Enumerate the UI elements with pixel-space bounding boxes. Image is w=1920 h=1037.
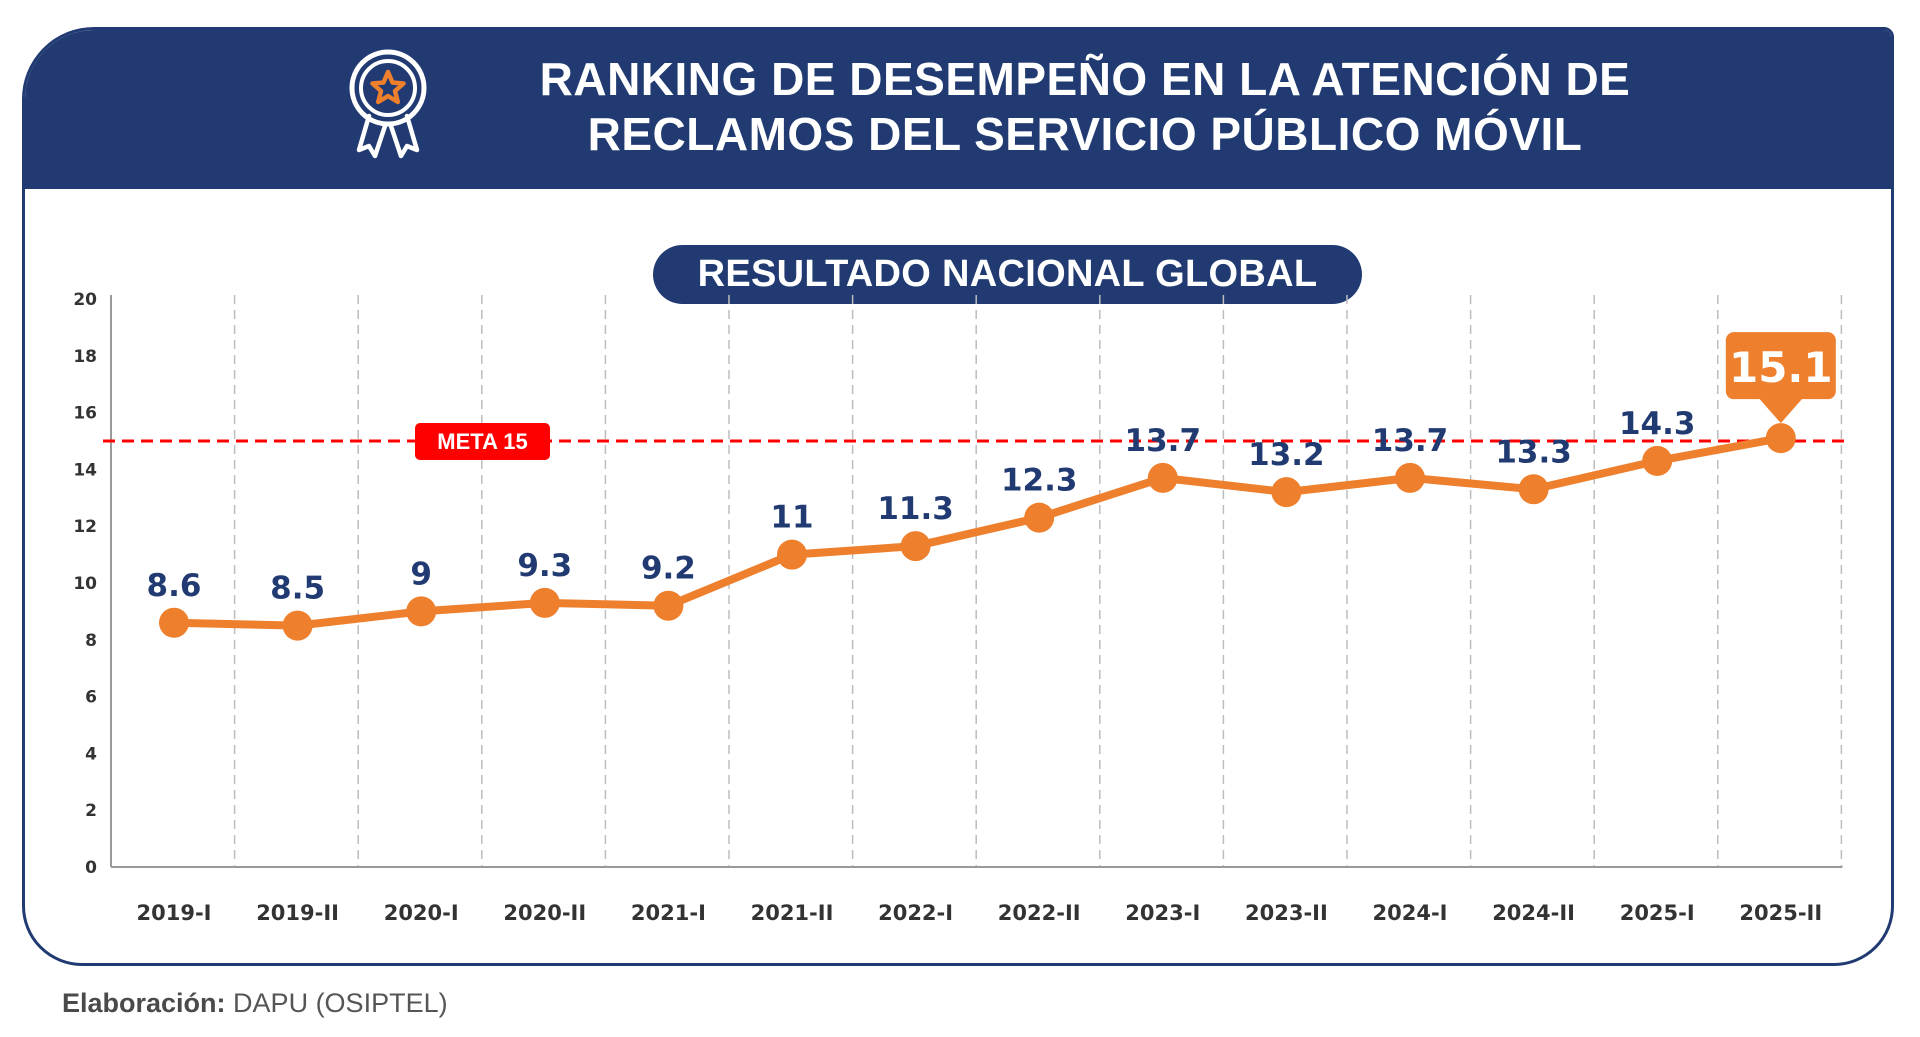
y-tick-label: 6 [85,688,97,708]
data-label: 9 [410,556,432,592]
data-label: 11 [770,500,813,536]
meta-label-box [415,423,550,460]
footer-label: Elaboración: [62,988,226,1018]
subtitle-pill: RESULTADO NACIONAL GLOBAL [653,245,1362,304]
data-point [1147,462,1178,493]
x-tick-label: 2021-II [751,901,834,925]
data-point [1395,462,1425,493]
data-point [282,610,313,641]
data-point [406,596,437,627]
data-label: 8.6 [147,568,202,604]
y-tick-label: 14 [73,460,97,480]
y-tick-label: 20 [73,290,97,310]
data-label: 9.2 [641,551,696,587]
x-tick-label: 2020-I [384,901,459,925]
data-point [1024,502,1055,533]
chart-card: RANKING DE DESEMPEÑO EN LA ATENCIÓN DE R… [22,27,1894,966]
x-tick-label: 2020-II [503,901,586,925]
x-tick-label: 2024-I [1373,901,1448,925]
highlight-data-label: 15.1 [1729,343,1833,392]
footer-value: DAPU (OSIPTEL) [233,988,448,1018]
data-label: 13.2 [1248,437,1325,473]
x-tick-label: 2019-I [137,901,212,925]
data-label: 9.3 [517,548,572,584]
data-point [1518,474,1549,505]
data-label: 8.5 [270,571,325,607]
y-tick-label: 16 [73,404,97,424]
x-tick-label: 2023-II [1245,901,1328,925]
title-line-2: RECLAMOS DEL SERVICIO PÚBLICO MÓVIL [587,108,1583,160]
highlight-callout-pointer [1758,398,1803,424]
data-label: 13.7 [1372,423,1449,459]
data-label: 13.7 [1125,423,1202,459]
x-tick-label: 2021-I [631,901,706,925]
data-label: 11.3 [877,491,954,527]
data-point [653,590,684,621]
data-label: 12.3 [1001,463,1078,499]
y-tick-label: 4 [85,744,97,764]
y-tick-label: 10 [73,574,97,594]
x-tick-label: 2022-I [878,901,953,925]
x-tick-label: 2023-I [1125,901,1200,925]
meta-label-text: META 15 [437,429,527,454]
data-point [1765,423,1796,454]
series-line [170,434,1785,630]
data-point [529,587,560,618]
header-banner: RANKING DE DESEMPEÑO EN LA ATENCIÓN DE R… [25,30,1891,189]
data-point [159,607,189,638]
x-tick-label: 2019-II [256,901,339,925]
x-tick-label: 2025-II [1739,901,1822,925]
page-title: RANKING DE DESEMPEÑO EN LA ATENCIÓN DE R… [455,52,1715,162]
highlight-callout-box [1725,332,1836,400]
y-tick-label: 0 [85,858,97,878]
title-line-1: RANKING DE DESEMPEÑO EN LA ATENCIÓN DE [539,53,1631,105]
data-label: 14.3 [1619,406,1696,442]
x-tick-label: 2025-I [1620,901,1695,925]
y-tick-label: 8 [85,631,97,651]
data-point [1271,477,1302,508]
y-tick-label: 18 [73,347,97,367]
y-tick-label: 12 [73,517,97,537]
data-label: 13.3 [1495,434,1572,470]
data-point [777,539,807,570]
data-point [1642,445,1673,476]
x-tick-label: 2024-II [1492,901,1575,925]
award-ribbon-star-icon [349,49,427,159]
footer-credit: Elaboración: DAPU (OSIPTEL) [62,988,448,1019]
data-point [900,531,931,562]
y-tick-label: 2 [85,801,97,821]
x-tick-label: 2022-II [998,901,1081,925]
